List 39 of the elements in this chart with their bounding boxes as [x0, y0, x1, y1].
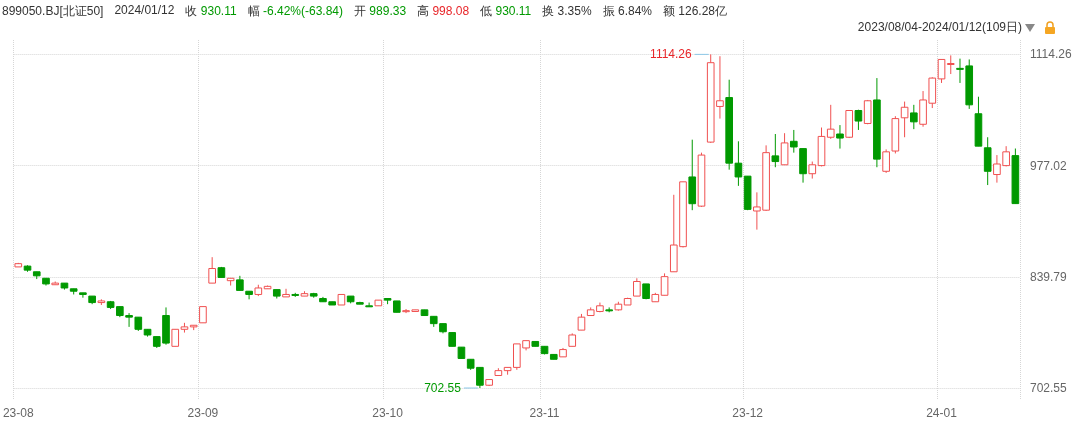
- text: 2023/08/04-2024/01/12(109日): [857, 19, 1022, 36]
- candlestick: [660, 272, 669, 296]
- x-tick-label: 23-11: [529, 406, 560, 420]
- x-tick-label: 23-09: [187, 406, 219, 420]
- text: 额 126.28亿: [662, 3, 728, 20]
- candlestick: [245, 290, 253, 300]
- y-tick-label: 977.02: [1030, 158, 1068, 173]
- x-tick-label: 23-12: [732, 406, 764, 420]
- candlestick: [208, 256, 216, 284]
- text: 低 930.11: [480, 4, 532, 18]
- candlestick: [771, 133, 780, 168]
- text: 收 930.11: [185, 4, 237, 18]
- text: 高 998.08: [417, 4, 470, 18]
- text: 幅 -6.42%(-63.84): [247, 4, 344, 18]
- candlestick: [780, 132, 789, 166]
- candlestick: [789, 129, 798, 154]
- x-tick-label: 23-10: [372, 406, 404, 420]
- text: 2024/01/12: [114, 3, 175, 19]
- y-tick-label: 702.55: [1030, 381, 1068, 396]
- candlestick: [79, 292, 87, 299]
- candlestick: [900, 101, 909, 138]
- chart-title: 899050.BJ[北证50]: [2, 3, 104, 20]
- candlestick: [282, 288, 290, 298]
- candlestick: [836, 124, 844, 150]
- y-tick-label: 1114.26: [1030, 47, 1072, 62]
- x-tick-label: 23-08: [2, 406, 34, 420]
- text: 开 989.33: [354, 4, 407, 18]
- text: 振 6.84%: [602, 3, 652, 20]
- annotation: 1114.26: [650, 47, 693, 62]
- candlestick: [983, 136, 992, 186]
- annotation: 702.55: [424, 381, 462, 396]
- x-tick-label: 24-01: [926, 406, 958, 420]
- text: 换 3.35%: [542, 3, 592, 20]
- y-tick-label: 839.79: [1030, 269, 1068, 284]
- candlestick: [910, 104, 918, 130]
- candlestick: [365, 302, 373, 308]
- candlestick: [937, 58, 946, 84]
- candlestick: [826, 104, 835, 140]
- candlestick: [946, 54, 955, 75]
